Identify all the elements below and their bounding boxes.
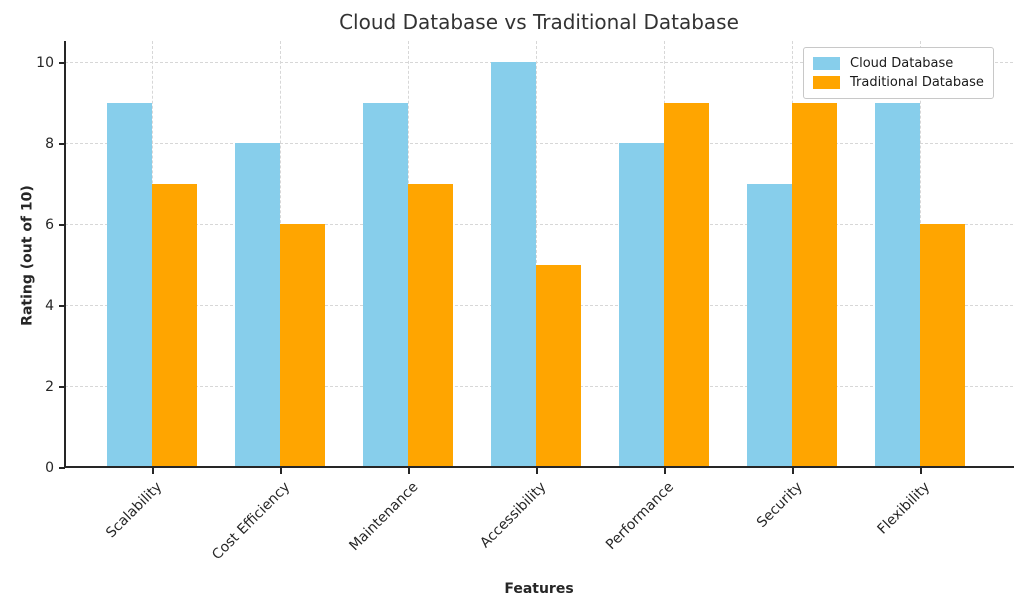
- bar-cloud-database-performance: [619, 143, 664, 467]
- x-tick-label-flexibility: Flexibility: [874, 479, 934, 538]
- bar-traditional-database-maintenance: [408, 183, 453, 467]
- x-tick-mark-maintenance: [408, 468, 410, 474]
- y-axis-label: Rating (out of 10): [19, 185, 36, 326]
- y-tick-mark-8: [59, 143, 65, 146]
- y-tick-mark-4: [59, 305, 65, 308]
- y-gridline-8: [65, 143, 1013, 145]
- y-gridline-10: [65, 62, 1013, 64]
- bar-cloud-database-accessibility: [491, 62, 536, 467]
- legend-swatch-traditional-database: [813, 76, 840, 89]
- bar-traditional-database-security: [792, 102, 837, 467]
- x-tick-mark-scalability: [152, 468, 154, 474]
- x-tick-mark-performance: [664, 468, 666, 474]
- bar-cloud-database-security: [747, 183, 792, 467]
- y-tick-label-10: 10: [36, 55, 54, 72]
- y-axis-spine: [64, 41, 66, 468]
- bar-traditional-database-cost-efficiency: [280, 224, 325, 467]
- legend-item-traditional-database: Traditional Database: [813, 73, 984, 92]
- x-tick-mark-flexibility: [920, 468, 922, 474]
- x-tick-mark-security: [792, 468, 794, 474]
- x-tick-mark-cost-efficiency: [280, 468, 282, 474]
- y-tick-label-0: 0: [45, 460, 54, 476]
- y-tick-label-2: 2: [45, 379, 54, 395]
- legend-label-traditional-database: Traditional Database: [850, 75, 984, 90]
- x-gridline-accessibility: [536, 41, 537, 467]
- bar-traditional-database-flexibility: [920, 224, 965, 467]
- y-tick-mark-10: [59, 62, 65, 65]
- y-tick-mark-0: [59, 467, 65, 469]
- legend-swatch-cloud-database: [813, 57, 840, 70]
- y-tick-mark-2: [59, 386, 65, 388]
- legend-label-cloud-database: Cloud Database: [850, 56, 954, 71]
- plot-area: [65, 41, 1013, 467]
- bar-cloud-database-scalability: [107, 102, 152, 467]
- x-axis-spine: [64, 466, 1014, 468]
- bar-traditional-database-performance: [664, 102, 709, 467]
- bar-traditional-database-accessibility: [536, 264, 581, 467]
- bar-traditional-database-scalability: [152, 183, 197, 467]
- x-tick-mark-accessibility: [536, 468, 538, 474]
- bar-cloud-database-flexibility: [875, 102, 920, 467]
- legend: Cloud Database Traditional Database: [803, 47, 994, 99]
- y-gridline-6: [65, 224, 1013, 226]
- y-tick-label-4: 4: [45, 298, 54, 315]
- legend-item-cloud-database: Cloud Database: [813, 54, 984, 73]
- y-tick-label-8: 8: [45, 136, 54, 153]
- y-tick-mark-6: [59, 224, 65, 227]
- y-tick-label-6: 6: [45, 217, 54, 234]
- x-tick-wrap-flexibility: Flexibility: [722, 476, 934, 538]
- x-axis-label: Features: [504, 581, 574, 597]
- x-axis-label-wrap: Features: [65, 578, 1013, 597]
- bar-cloud-database-cost-efficiency: [235, 143, 280, 467]
- chart-title: Cloud Database vs Traditional Database: [339, 10, 739, 34]
- y-axis-label-wrap: Rating (out of 10): [17, 43, 36, 469]
- bar-cloud-database-maintenance: [363, 102, 408, 467]
